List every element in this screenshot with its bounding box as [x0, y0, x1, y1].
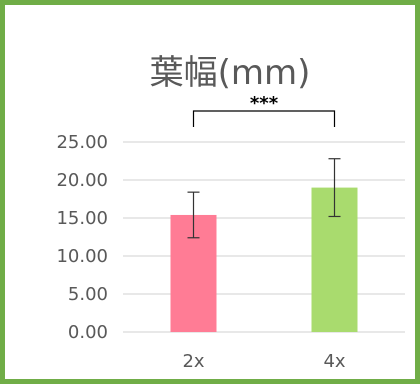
significance-bracket: ***	[192, 93, 336, 127]
y-tick-label: 0.00	[68, 322, 108, 343]
y-tick-label: 20.00	[56, 170, 108, 191]
y-tick-label: 5.00	[68, 284, 108, 305]
category-label: 2x	[182, 351, 204, 372]
error-bars	[187, 158, 341, 239]
bars	[170, 187, 358, 332]
x-axis-categories: 2x 4x	[182, 351, 345, 372]
bracket-line	[192, 110, 336, 127]
significance-label: ***	[250, 93, 279, 114]
y-tick-label: 15.00	[56, 208, 108, 229]
chart-title: 葉幅(mm)	[150, 53, 311, 93]
category-label: 4x	[323, 351, 345, 372]
y-tick-label: 25.00	[56, 132, 108, 153]
y-axis-ticks: 0.00 5.00 10.00 15.00 20.00 25.00	[56, 132, 108, 343]
y-tick-label: 10.00	[56, 246, 108, 267]
gridlines	[123, 141, 405, 333]
bar-chart: 葉幅(mm) 0.00 5.00 10.00 15.00 20.00 25.00 2x 4x…	[56, 53, 405, 372]
